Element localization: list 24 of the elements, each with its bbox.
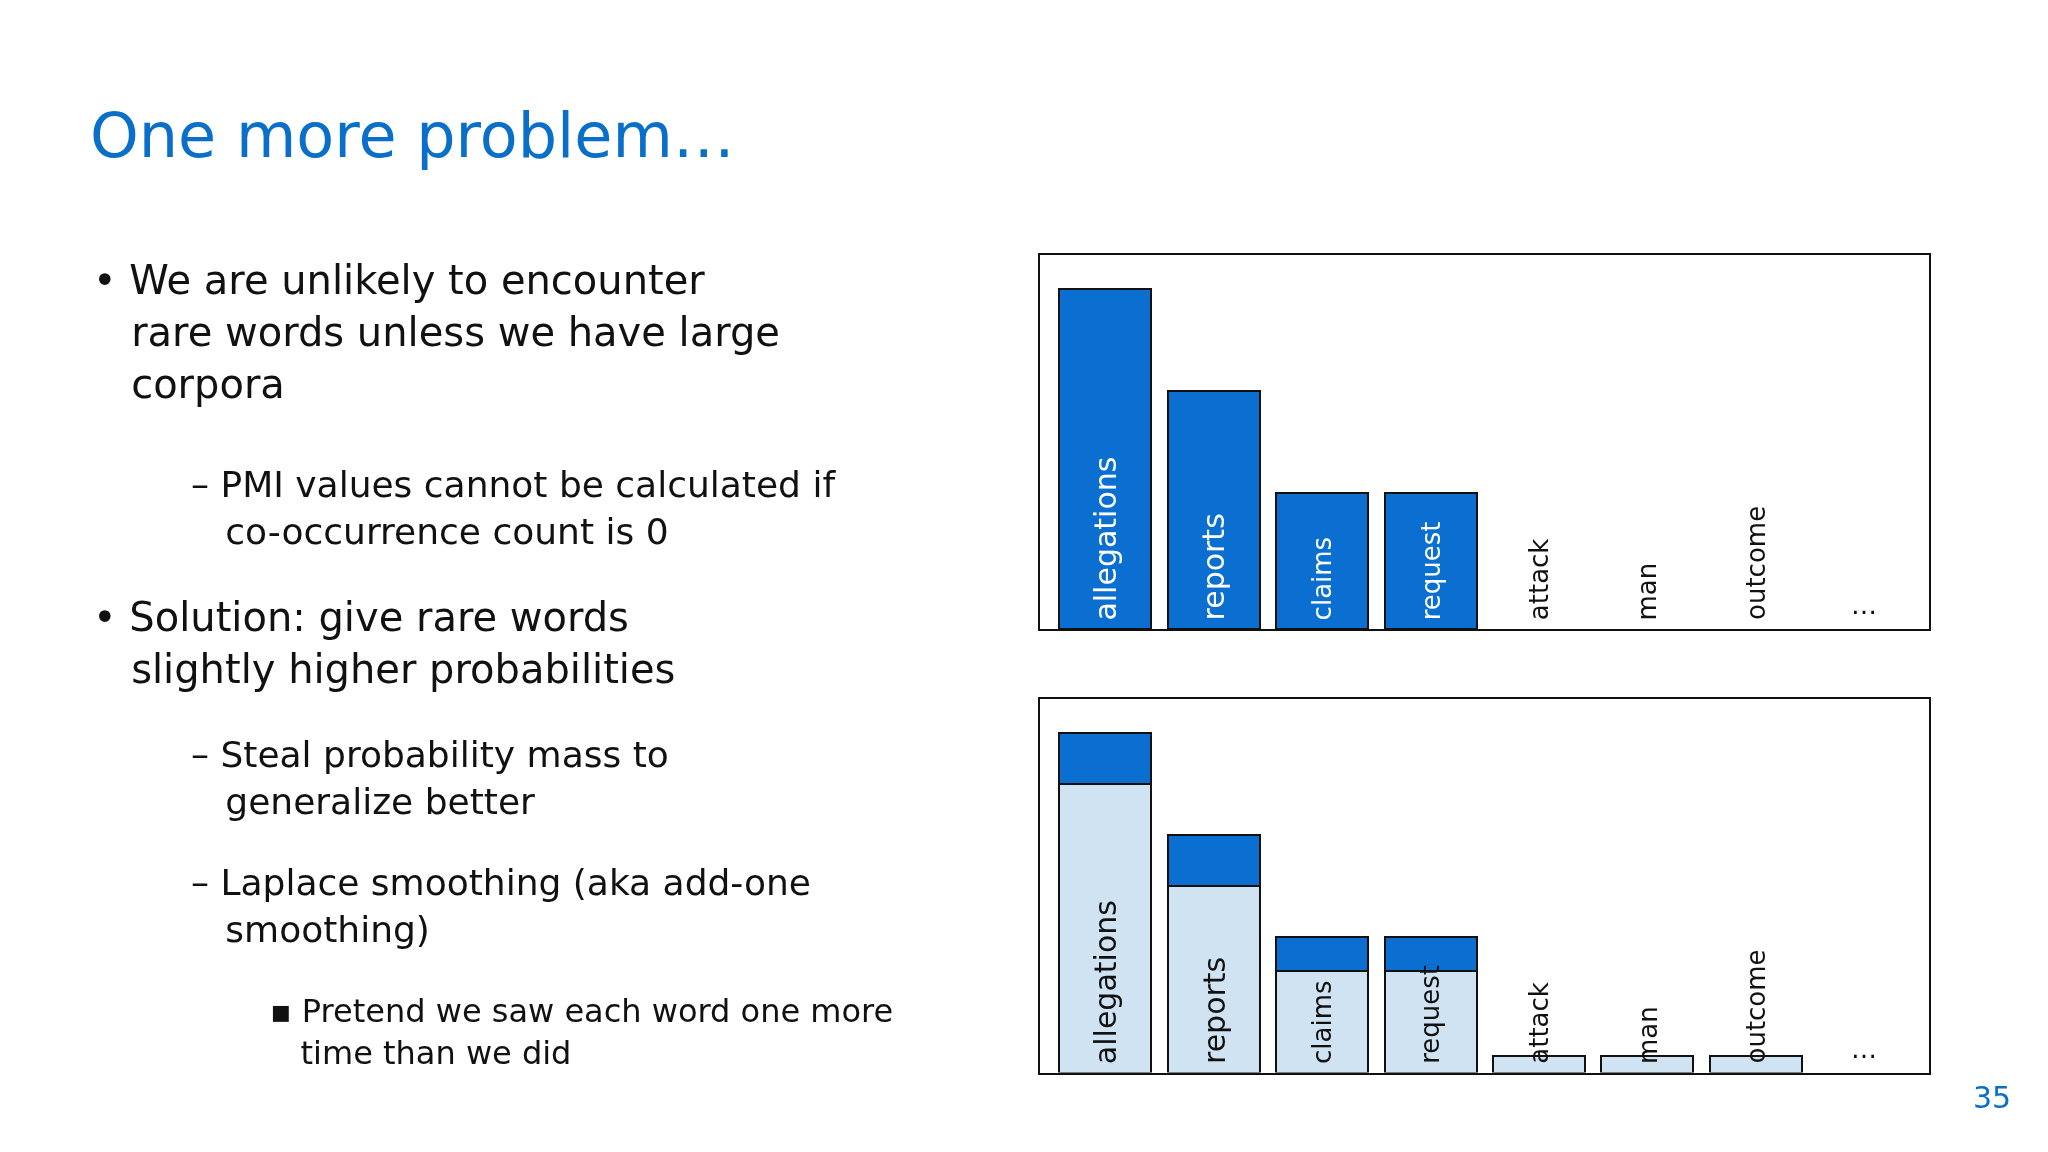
text: 35 bbox=[1973, 1080, 2012, 1115]
text: • We are unlikely to encounter rare words unless we have large corpora bbox=[93, 257, 780, 407]
text: – Laplace smoothing (aka add-one smoothing) bbox=[191, 862, 812, 950]
x-tick-label: request bbox=[1415, 521, 1446, 621]
x-tick-label: … bbox=[1851, 590, 1877, 620]
x-tick-label: attack bbox=[1523, 538, 1554, 621]
text: ▪ Pretend we saw each word one more time than we did bbox=[270, 992, 894, 1072]
text: • Solution: give rare words slightly higher probabilities bbox=[93, 594, 676, 692]
text: One more problem… bbox=[90, 99, 735, 172]
x-tick-label: attack bbox=[1524, 982, 1555, 1064]
x-tick-label: claims bbox=[1307, 536, 1338, 621]
x-tick-label: outcome bbox=[1740, 505, 1771, 620]
x-tick-label: reports bbox=[1196, 513, 1232, 621]
text: – PMI values cannot be calculated if co-occurrence count is 0 bbox=[191, 464, 837, 552]
x-tick-label: … bbox=[1851, 1034, 1877, 1064]
x-tick-label: man bbox=[1632, 562, 1663, 621]
x-tick-label: allegations bbox=[1087, 900, 1123, 1065]
x-tick-label: request bbox=[1415, 964, 1446, 1064]
x-tick-label: claims bbox=[1307, 980, 1338, 1064]
x-tick-label: allegations bbox=[1088, 456, 1124, 621]
x-tick-label: outcome bbox=[1741, 949, 1772, 1064]
x-tick-label: reports bbox=[1196, 956, 1232, 1065]
text: – Steal probability mass to generalize better bbox=[191, 734, 669, 822]
x-tick-label: man bbox=[1632, 1006, 1663, 1065]
